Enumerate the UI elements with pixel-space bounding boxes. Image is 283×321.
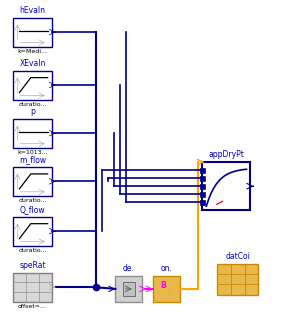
Bar — [200, 192, 205, 197]
Bar — [13, 167, 52, 196]
Text: Q_flow: Q_flow — [20, 205, 45, 214]
Text: appDryPt: appDryPt — [209, 150, 244, 159]
Text: ı: ı — [168, 289, 170, 295]
Text: de.: de. — [123, 264, 135, 273]
Text: k=1013...: k=1013... — [17, 150, 48, 155]
Text: duratio...: duratio... — [18, 247, 47, 253]
Bar — [13, 217, 52, 246]
Bar — [13, 119, 52, 148]
Text: k=Medi...: k=Medi... — [18, 48, 48, 54]
Bar — [200, 184, 205, 189]
Bar — [202, 162, 250, 210]
Bar — [123, 282, 135, 296]
Text: duratio...: duratio... — [18, 101, 47, 107]
Text: datCoi: datCoi — [225, 252, 250, 261]
Bar — [200, 168, 205, 173]
Text: hEvaIn: hEvaIn — [20, 6, 46, 15]
Bar — [13, 18, 52, 47]
Bar — [115, 276, 142, 302]
Bar — [153, 276, 180, 302]
Text: duratio...: duratio... — [18, 198, 47, 203]
Bar — [200, 176, 205, 181]
Bar — [217, 264, 258, 295]
Text: B: B — [160, 282, 166, 291]
Text: XEvaIn: XEvaIn — [19, 59, 46, 68]
Text: offset=...: offset=... — [18, 304, 47, 309]
Text: p: p — [30, 107, 35, 116]
Bar — [200, 200, 205, 205]
Text: speRat: speRat — [19, 261, 46, 270]
Text: on.: on. — [160, 264, 172, 273]
Bar — [13, 273, 52, 302]
Text: m_flow: m_flow — [19, 155, 46, 164]
Bar — [13, 71, 52, 100]
